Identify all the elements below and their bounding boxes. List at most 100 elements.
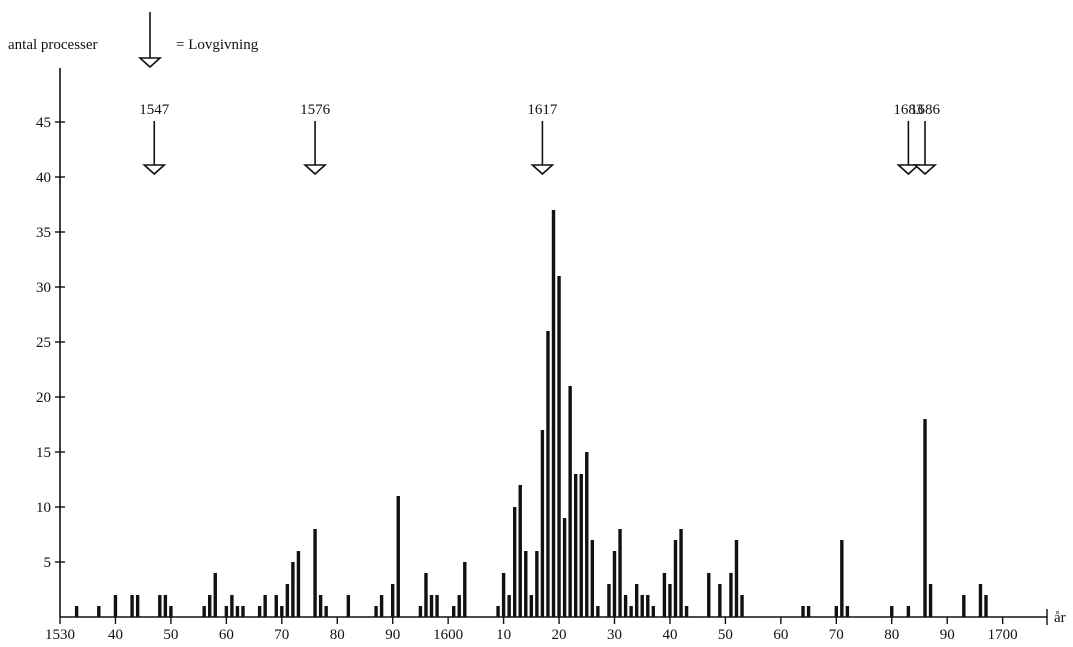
bar (285, 584, 290, 617)
bar (834, 606, 838, 617)
bar (612, 551, 617, 617)
bar (169, 606, 173, 617)
bar (962, 595, 966, 617)
x-tick-label: 50 (163, 627, 178, 643)
x-tick-label: 1700 (988, 627, 1018, 643)
bar (707, 573, 711, 617)
x-tick-label: 40 (662, 627, 677, 643)
bar (662, 573, 667, 617)
bar (202, 606, 206, 617)
bar (452, 606, 456, 617)
bars (74, 210, 988, 617)
bar (463, 562, 467, 617)
x-tick-label: 60 (773, 627, 788, 643)
bar (928, 584, 933, 617)
bar (263, 595, 267, 617)
law-arrow-icon (302, 164, 328, 176)
law-year-label: 1683 (893, 102, 923, 118)
bar (97, 606, 101, 617)
bar (596, 606, 600, 617)
bar (634, 584, 639, 617)
bar (734, 540, 739, 617)
bar (607, 584, 611, 617)
y-tick-label: 20 (36, 390, 51, 406)
bar (535, 551, 539, 617)
bar (213, 573, 217, 617)
bar (573, 474, 578, 617)
bar (845, 606, 850, 617)
bar (540, 430, 545, 617)
bar (651, 606, 656, 617)
bar (296, 551, 301, 617)
bar (840, 540, 844, 617)
bar (224, 606, 229, 617)
bar (379, 595, 384, 617)
bar (585, 452, 589, 617)
bar (718, 584, 722, 617)
bar (551, 210, 556, 617)
x-tick-label: 90 (385, 627, 400, 643)
bar (684, 606, 689, 617)
bar (429, 595, 434, 617)
bar (729, 573, 733, 617)
bar (158, 595, 162, 617)
bar (435, 595, 439, 617)
bar (391, 584, 395, 617)
law-year-label: 1547 (139, 102, 170, 118)
x-tick-label: 80 (330, 627, 345, 643)
y-tick-label: 25 (36, 335, 51, 351)
law-arrow-icon (912, 164, 938, 176)
x-tick-label: 1530 (45, 627, 75, 643)
bar (280, 606, 284, 617)
bar (418, 606, 423, 617)
x-tick-label: 40 (108, 627, 123, 643)
bar (518, 485, 522, 617)
bar (978, 584, 983, 617)
x-tick-label: 50 (718, 627, 733, 643)
x-tick-label: 80 (884, 627, 899, 643)
y-tick-label: 5 (44, 555, 52, 571)
bar (512, 507, 517, 617)
law-arrow-icon (896, 164, 921, 176)
bar (562, 518, 567, 617)
y-tick-label: 45 (36, 115, 51, 131)
bar (629, 606, 633, 617)
legend-text: = Lovgivning (176, 37, 259, 53)
bar (135, 595, 140, 617)
bar (507, 595, 511, 617)
bar (590, 540, 595, 617)
bar (529, 595, 534, 617)
y-tick-label: 30 (36, 280, 51, 296)
bar (163, 595, 168, 617)
bar (501, 573, 506, 617)
bar (806, 606, 811, 617)
x-tick-label: 70 (274, 627, 289, 643)
x-tick-label: 20 (552, 627, 567, 643)
bar (579, 474, 583, 617)
bar (241, 606, 245, 617)
law-year-label: 1617 (527, 102, 558, 118)
bar (291, 562, 295, 617)
y-ticks: 5 10 15 20 25 30 35 40 45 (36, 115, 65, 571)
x-tick-label: 30 (607, 627, 622, 643)
y-tick-label: 40 (36, 170, 51, 186)
bar (346, 595, 351, 617)
x-tick-label: 90 (940, 627, 955, 643)
bar (396, 496, 400, 617)
bar (984, 595, 988, 617)
y-tick-label: 15 (36, 445, 51, 461)
bar (673, 540, 678, 617)
bar (257, 606, 262, 617)
law-arrow-icon (142, 164, 167, 176)
bar (324, 606, 328, 617)
bar (890, 606, 894, 617)
bar (74, 606, 79, 617)
bar (623, 595, 628, 617)
bar (568, 386, 572, 617)
y-tick-label: 35 (36, 225, 51, 241)
law-year-label: 1576 (300, 102, 331, 118)
bar (457, 595, 461, 617)
bar (679, 529, 683, 617)
